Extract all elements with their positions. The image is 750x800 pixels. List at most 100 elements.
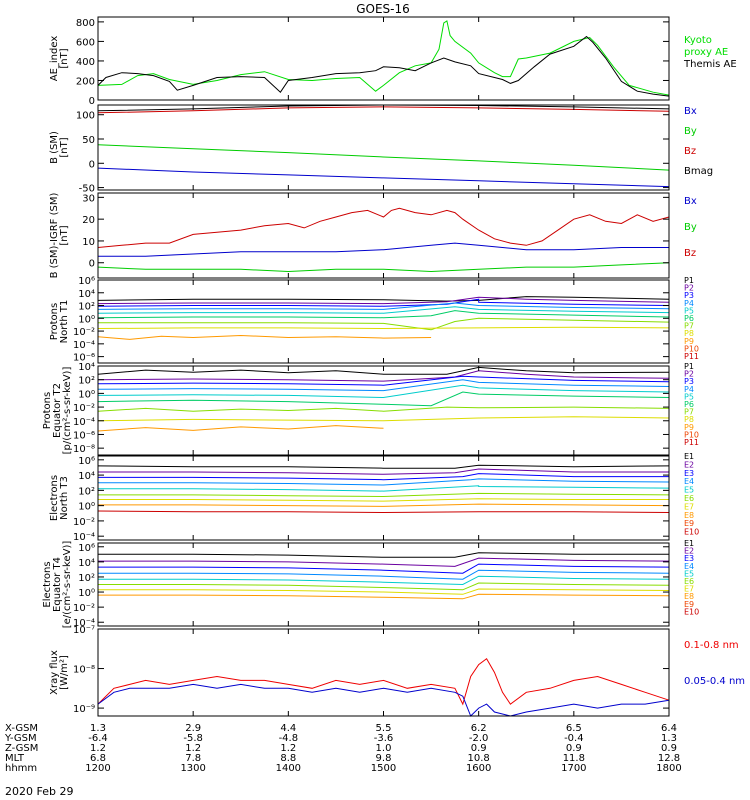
legend-pT1-p6: P6 [684,314,694,323]
ephemeris-label-z-gsm: Z-GSM [5,743,38,754]
legend-eT3-e4: E4 [684,477,694,486]
y-tick-label: 10² [78,486,95,497]
ephemeris-label-y-gsm: Y-GSM [4,733,37,744]
y-tick-label: 10⁻⁸ [73,444,95,455]
legend-pT2-p2: P2 [684,370,694,379]
y-tick-label: 10⁰ [78,502,95,513]
panel-frame [97,628,670,717]
series-bsm-by [97,144,670,171]
ephemeris-value: 5.5 [376,723,392,734]
legend-eT4-e8: E8 [684,592,694,601]
ephemeris-value: 1200 [85,763,110,774]
ephemeris-value: 1.2 [90,743,106,754]
series-eT4-e5 [98,575,670,586]
ephemeris-value: 1600 [466,763,491,774]
legend-eT3-e8: E8 [684,511,694,520]
y-tick-label: 10² [78,302,95,313]
y-tick-label: 10⁰ [78,314,95,325]
series-pT2-p8 [97,416,670,422]
y-axis-label: [nT] [59,137,70,157]
series-bigrf-by [97,262,670,273]
legend-pT1-p9: P9 [684,337,694,346]
series-pT2-p7 [97,406,670,412]
legend-pT1-p11: P11 [684,352,699,361]
series-pT1-p2 [97,296,670,305]
ephemeris-value: 1.3 [90,723,106,734]
legend-pT2-p5: P5 [684,392,694,401]
series-pT1-p3 [97,298,670,307]
legend-bsm-bz: Bz [684,146,696,157]
y-axis-label: [nT] [59,48,70,68]
y-tick-label: 600 [76,37,95,48]
series-eT3-e8 [98,503,670,507]
series-xray-0-05-0-4-nm [97,683,670,717]
legend-ae-proxy-ae: proxy AE [684,47,728,58]
ephemeris-value: 4.4 [280,723,296,734]
legend-eT3-e6: E6 [684,494,694,503]
ephemeris-value: 1.2 [185,743,201,754]
legend-eT3-e7: E7 [684,502,694,511]
y-tick-label: 0 [89,259,95,270]
y-tick-label: 10⁻⁶ [73,430,95,441]
y-tick-label: 10⁻² [73,403,95,414]
series-pT2-p6 [97,391,670,407]
y-tick-label: 400 [76,57,95,68]
series-pT2-p1 [97,366,670,375]
y-axis-label: B (SM)-IGRF (SM) [49,193,60,279]
legend-eT3-e1: E1 [684,452,694,461]
ephemeris-value: 10.8 [468,753,490,764]
y-tick-label: 10⁻⁴ [73,618,95,629]
ephemeris-value: 1700 [561,763,586,774]
y-axis-label: Xray flux [49,650,60,695]
y-tick-label: 10² [78,573,95,584]
series-eT3-e2 [98,468,669,475]
y-tick-label: -50 [79,184,95,195]
y-tick-label: 10⁰ [78,389,95,400]
y-tick-label: 10⁴ [78,558,95,569]
series-eT4-e2 [98,557,670,567]
ephemeris-value: 1.3 [661,733,677,744]
series-ae-themis-ae [97,35,670,97]
ephemeris-value: 6.2 [471,723,487,734]
legend-pT2-p1: P1 [684,362,694,371]
ephemeris-value: 6.5 [566,723,582,734]
ephemeris-value: -3.6 [374,733,394,744]
ephemeris-label-hhmm: hhmm [5,763,37,774]
y-tick-label: 10⁻⁶ [73,353,95,364]
legend-pT1-p8: P8 [684,329,694,338]
series-pT1-p9 [97,334,432,340]
y-tick-label: 10⁻⁴ [73,532,95,543]
legend-pT1-p2: P2 [684,284,694,293]
y-tick-label: 0 [89,159,95,170]
series-eT3-e4 [98,478,670,486]
series-pT1-p4 [97,302,670,310]
legend-pT1-p10: P10 [684,344,699,353]
legend-bigrf-bx: Bx [684,196,697,207]
panel-pT2: 10⁴ 10² 10⁰ 10⁻² 10⁻⁴ 10⁻⁶ 10⁻⁸ Protons Equator … [42,362,699,456]
y-axis-label: Protons [42,392,53,429]
legend-eT4-e1: E1 [684,539,694,548]
series-pT2-p3 [97,375,670,386]
legend-eT4-e10: E10 [684,607,699,616]
panel-frame [97,192,670,279]
y-axis-label: Protons [49,303,60,340]
series-eT3-e3 [98,473,669,481]
date-label: 2020 Feb 29 [5,785,73,798]
y-tick-label: 10 [82,237,95,248]
legend-xray-0-1-0-8-nm: 0.1-0.8 nm [684,640,739,651]
y-tick-label: 10⁻² [73,327,95,338]
legend-pT2-p3: P3 [684,377,694,386]
y-tick-label: 10⁶ [78,276,95,287]
ephemeris-value: 0.9 [661,743,677,754]
y-axis-label: North T3 [59,476,70,520]
series-ae-kyoto-proxy-ae [97,20,670,96]
ephemeris-value: 6.8 [90,753,106,764]
legend-eT3-e5: E5 [684,486,694,495]
ephemeris-value: 1.2 [280,743,296,754]
panel-frame [97,279,670,364]
y-tick-label: 10⁴ [78,471,95,482]
legend-bsm-bmag: Bmag [684,166,713,177]
y-tick-label: 20 [82,215,95,226]
legend-pT1-p7: P7 [684,322,694,331]
